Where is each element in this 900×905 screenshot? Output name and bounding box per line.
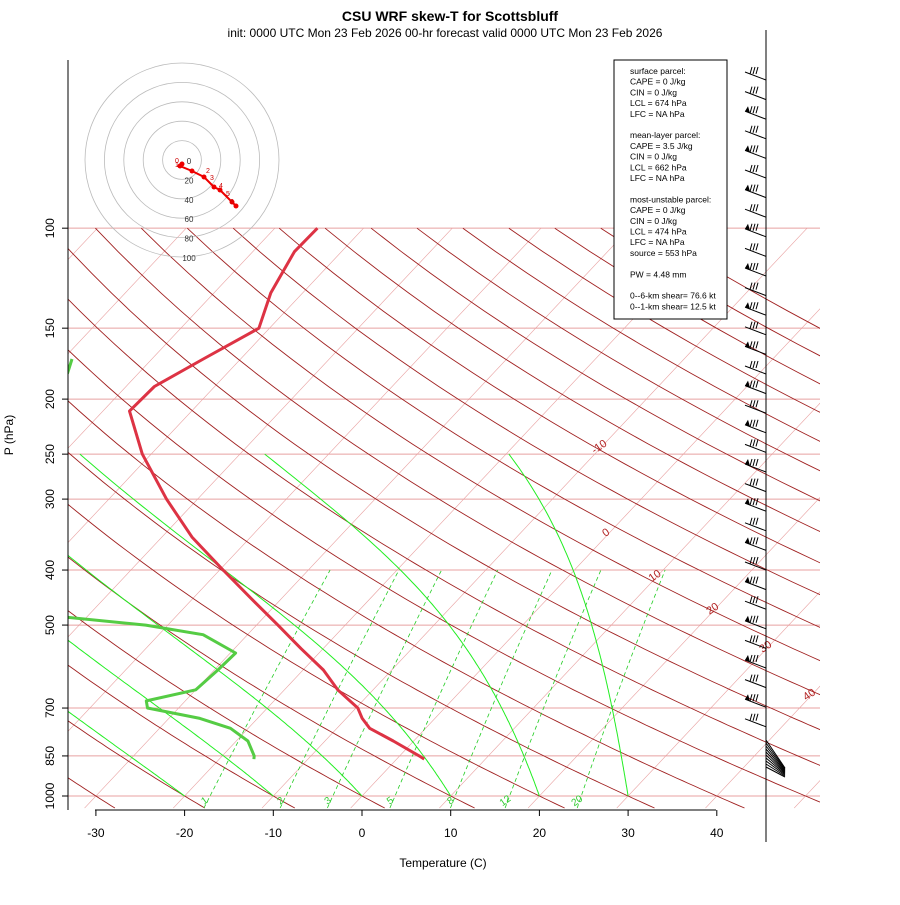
info-box-line: LFC = NA hPa — [630, 237, 685, 247]
hodograph-height-label: 5 — [226, 191, 230, 198]
info-box-line: mean-layer parcel: — [630, 130, 700, 140]
info-box-line: CIN = 0 J/kg — [630, 152, 677, 162]
hodograph-point — [190, 169, 195, 174]
y-tick-label: 700 — [43, 698, 57, 718]
y-tick-label: 500 — [43, 615, 57, 635]
x-axis-label: Temperature (C) — [399, 856, 486, 870]
hodograph-point — [202, 175, 207, 180]
info-box-line: CIN = 0 J/kg — [630, 216, 677, 226]
y-tick-label: 1000 — [43, 782, 57, 809]
x-tick-label: -30 — [87, 826, 105, 840]
info-box-line: LFC = NA hPa — [630, 109, 685, 119]
y-tick-label: 200 — [43, 389, 57, 409]
hodograph-ring-label: 60 — [185, 215, 194, 224]
hodograph-height-label: 2 — [206, 168, 210, 175]
info-box-line: CIN = 0 J/kg — [630, 87, 677, 97]
info-box-line: LCL = 674 hPa — [630, 98, 687, 108]
info-box-line: LFC = NA hPa — [630, 173, 685, 183]
info-box-line: surface parcel: — [630, 66, 686, 76]
y-tick-label: 100 — [43, 218, 57, 238]
x-tick-label: -10 — [265, 826, 283, 840]
hodograph-ring-label: 0 — [187, 157, 192, 166]
y-tick-label: 250 — [43, 444, 57, 464]
info-box-line: PW = 4.48 mm — [630, 269, 686, 279]
info-box-line: LCL = 662 hPa — [630, 162, 687, 172]
x-tick-label: 30 — [621, 826, 635, 840]
info-box-line: CAPE = 0 J/kg — [630, 77, 686, 87]
hodograph-point — [234, 204, 239, 209]
info-box-line: most-unstable parcel: — [630, 194, 711, 204]
x-tick-label: 0 — [359, 826, 366, 840]
x-tick-label: -20 — [176, 826, 194, 840]
x-tick-label: 10 — [444, 826, 458, 840]
hodograph-point — [212, 185, 217, 190]
x-tick-label: 20 — [533, 826, 547, 840]
y-tick-label: 850 — [43, 746, 57, 766]
hodograph-ring-label: 100 — [182, 254, 196, 263]
y-tick-label: 400 — [43, 560, 57, 580]
info-box-line: source = 553 hPa — [630, 248, 697, 258]
y-axis-label: P (hPa) — [2, 415, 16, 455]
info-box-line: CAPE = 3.5 J/kg — [630, 141, 693, 151]
info-box-line: CAPE = 0 J/kg — [630, 205, 686, 215]
hodograph-ring-label: 80 — [185, 235, 194, 244]
y-tick-label: 150 — [43, 318, 57, 338]
hodograph-height-label: 3 — [210, 175, 214, 182]
info-box-line: LCL = 474 hPa — [630, 227, 687, 237]
hodograph-height-label: 4 — [219, 183, 223, 190]
chart-subtitle: init: 0000 UTC Mon 23 Feb 2026 00-hr for… — [228, 26, 663, 40]
info-box-line: 0--1-km shear= 12.5 kt — [630, 301, 716, 311]
info-box-line: 0--6-km shear= 76.6 kt — [630, 291, 716, 301]
hodograph-ring-label: 40 — [185, 196, 194, 205]
y-tick-label: 300 — [43, 489, 57, 509]
hodograph-height-label: 6 — [230, 199, 234, 206]
hodograph-height-label: 1 — [175, 162, 179, 169]
chart-title: CSU WRF skew-T for Scottsbluff — [342, 8, 559, 24]
x-tick-label: 40 — [710, 826, 724, 840]
hodograph-ring-label: 20 — [185, 176, 194, 185]
